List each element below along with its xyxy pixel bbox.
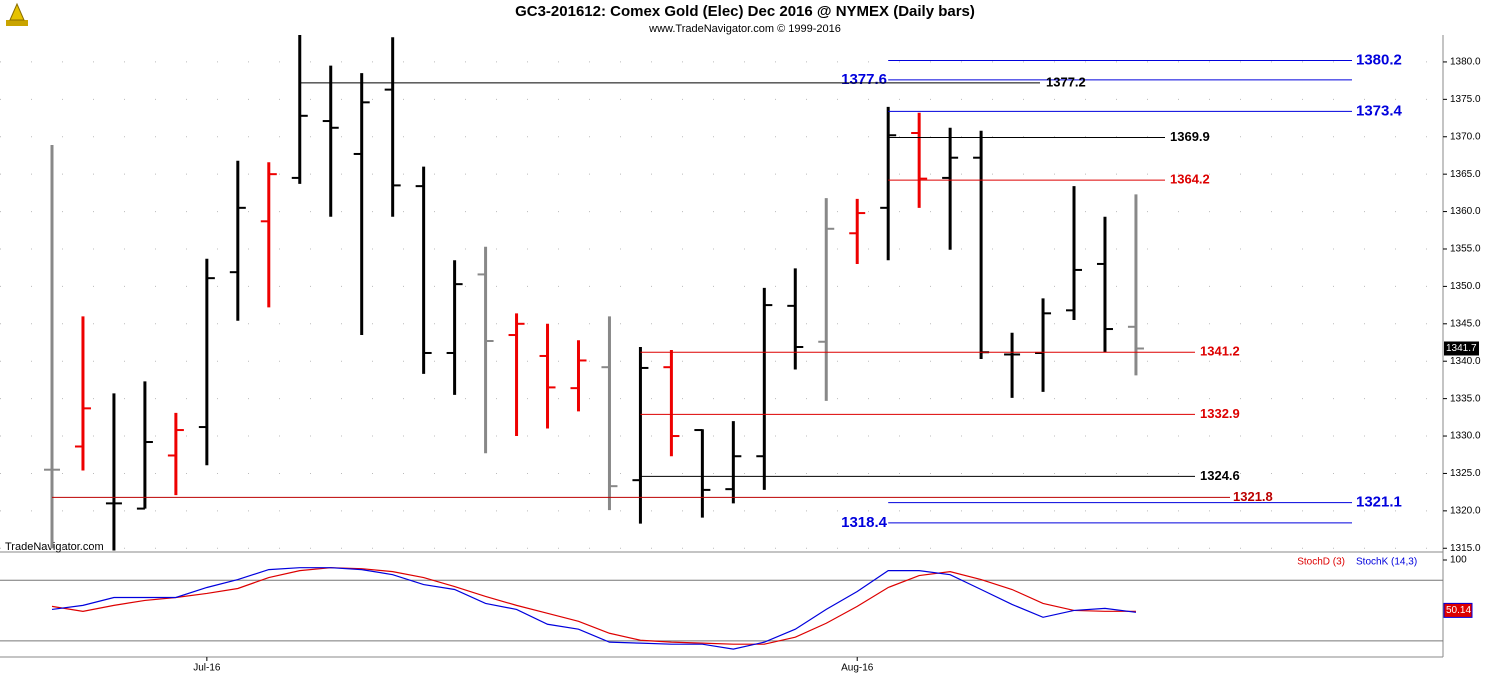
level-label: 1364.2 [1170,172,1210,187]
y-tick-label: 1380.0 [1450,57,1481,68]
y-tick-label: 1350.0 [1450,281,1481,292]
x-tick-label: Jul-16 [193,663,221,674]
y-tick-label: 1320.0 [1450,505,1481,516]
y-tick-label: 1355.0 [1450,244,1481,255]
legend-label: StochK (14,3) [1356,557,1417,568]
chart-subtitle: www.TradeNavigator.com © 1999-2016 [648,23,841,35]
y-tick-label: 1335.0 [1450,393,1481,404]
level-label: 1377.2 [1046,74,1086,89]
logo [6,2,28,26]
stoch-line [51,567,1137,650]
level-label: 1324.6 [1200,468,1240,483]
y-tick-label: 1370.0 [1450,131,1481,142]
level-label: 1369.9 [1170,129,1210,144]
y-tick-label: 1315.0 [1450,543,1481,554]
y-tick-label: 1325.0 [1450,468,1481,479]
stoch-line [51,567,1136,645]
y-tick-label: 1365.0 [1450,169,1481,180]
y-tick-label: 1360.0 [1450,206,1481,217]
last-value-label: 50.14 [1446,605,1471,616]
level-label: 1373.4 [1356,102,1403,119]
chart-title: GC3-201612: Comex Gold (Elec) Dec 2016 @… [515,3,975,20]
level-label: 1332.9 [1200,406,1240,421]
last-price-tag [1444,341,1479,356]
y-tick-label: 1345.0 [1450,318,1481,329]
legend-label: StochD (3) [1297,557,1345,568]
level-label: 1377.6 [841,71,887,88]
y-tick-label: 1340.0 [1450,356,1481,367]
level-label: 1341.2 [1200,344,1240,359]
last-price-label: 1341.7 [1446,343,1477,354]
level-label: 1321.8 [1233,489,1273,504]
y-tick-label: 1330.0 [1450,431,1481,442]
level-label: 1321.1 [1356,494,1402,511]
level-label: 1318.4 [841,514,888,531]
y-tick-label: 100 [1450,555,1467,566]
watermark: TradeNavigator.com [5,541,104,553]
level-label: 1380.2 [1356,51,1402,68]
y-tick-label: 1375.0 [1450,94,1481,105]
last-value-tag [1443,602,1473,618]
x-tick-label: Aug-16 [841,663,874,674]
